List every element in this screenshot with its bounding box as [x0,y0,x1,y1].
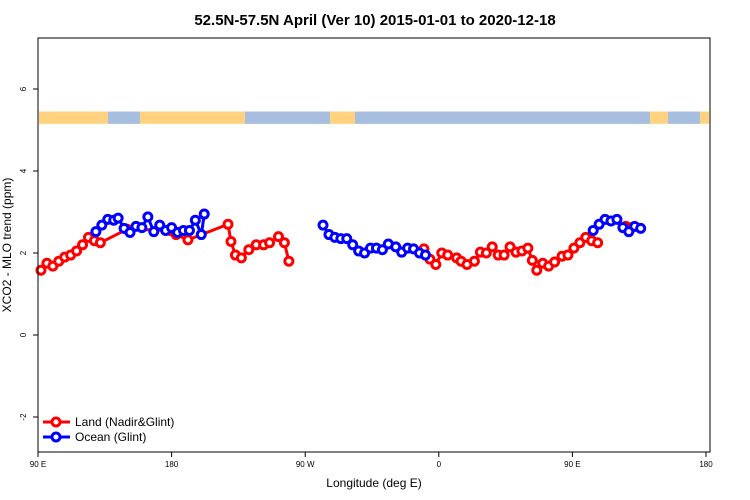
plot-frame [37,37,711,453]
data-point [592,237,604,249]
data-point [222,218,234,230]
data-point [142,211,154,223]
data-point [587,224,599,236]
data-point [278,237,290,249]
data-point [235,252,247,264]
y-axis: -2 0 2 4 6 [19,86,38,421]
x-axis-label: Longitude (deg E) [326,476,421,490]
data-point [341,233,353,245]
data-point [442,249,454,261]
x-tick-label: 90 E [564,460,580,469]
data-point [195,229,207,241]
strip-ocean-segment [668,111,700,124]
data-point [419,249,431,261]
data-point [112,212,124,224]
data-point [272,231,284,243]
data-point [611,213,623,225]
legend-ocean-label: Ocean (Glint) [75,430,146,444]
x-tick-label: 0 [437,460,442,469]
data-point [225,236,237,248]
data-point [317,219,329,231]
strip-ocean-segment [108,111,140,124]
data-point [189,214,201,226]
data-point [526,254,538,266]
data-point [430,258,442,270]
data-point [480,247,492,259]
data-point [183,224,195,236]
strip-ocean-segment [355,111,650,124]
x-tick-label: 90 W [296,460,315,469]
data-point [635,222,647,234]
legend-ocean-marker [50,431,62,443]
plot-series [35,208,647,276]
data-point [562,249,574,261]
data-point [264,237,276,249]
data-point [486,241,498,253]
x-tick-label: 180 [699,460,713,469]
data-point [549,256,561,268]
strip-ocean-segment [245,111,330,124]
data-point [198,208,210,220]
data-point [283,255,295,267]
y-axis-label: XCO2 - MLO trend (ppm) [0,178,14,313]
data-point [522,242,534,254]
legend: Land (Nadir&Glint) Ocean (Glint) [43,415,174,444]
x-tick-label: 90 E [30,460,46,469]
y-tick-label: 6 [19,86,28,91]
data-point [531,264,543,276]
data-point [94,237,106,249]
data-point [468,255,480,267]
land-ocean-strip [39,111,709,124]
chart-title: 52.5N-57.5N April (Ver 10) 2015-01-01 to… [194,12,555,29]
data-point [77,239,89,251]
y-tick-label: 2 [19,250,28,255]
x-axis: 90 E 180 90 W 0 90 E 180 [30,452,713,469]
data-point [136,222,148,234]
x-tick-label: 180 [165,460,179,469]
data-point [90,226,102,238]
data-point [71,245,83,257]
data-point [35,264,47,276]
ocean-series [90,208,647,261]
legend-land-label: Land (Nadir&Glint) [75,415,174,429]
data-point [347,239,359,251]
data-point [182,234,194,246]
y-tick-label: 0 [19,332,28,337]
data-point [243,244,255,256]
data-point [124,227,136,238]
data-point [498,249,510,261]
legend-land-marker [50,416,62,428]
y-tick-label: 4 [19,168,28,173]
y-tick-label: -2 [19,413,28,421]
data-point [148,226,160,238]
